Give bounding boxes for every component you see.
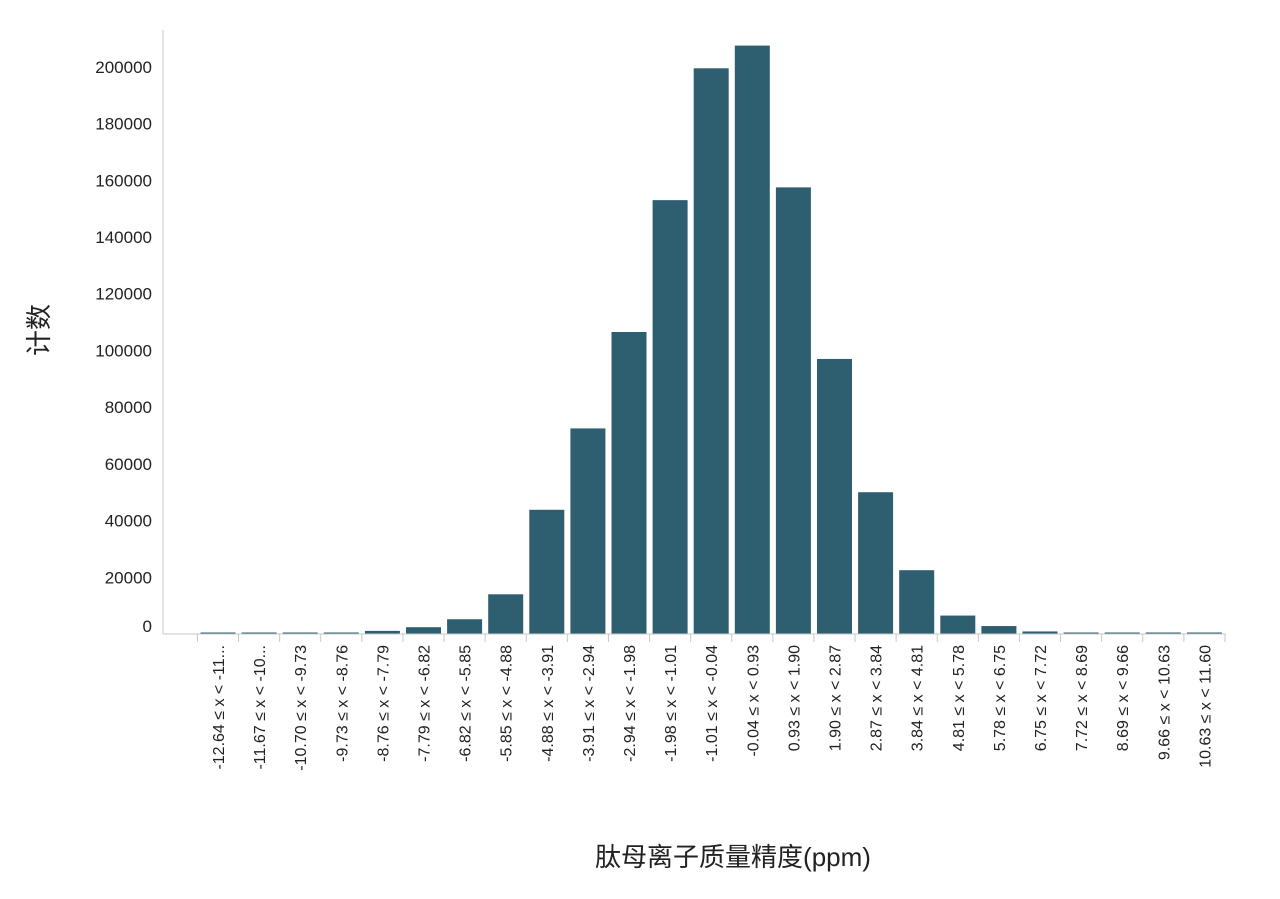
x-tick-label: -7.79 ≤ x < -6.82 — [417, 645, 434, 762]
x-tick-label: -5.85 ≤ x < -4.88 — [499, 645, 516, 762]
y-tick-label: 100000 — [95, 341, 152, 360]
x-tick-label: -10.70 ≤ x < -9.73 — [293, 645, 310, 771]
bar-18 — [899, 570, 935, 634]
x-tick-label: 2.87 ≤ x < 3.84 — [869, 645, 886, 751]
y-tick-label: 80000 — [105, 398, 152, 417]
y-tick-label: 140000 — [95, 228, 152, 247]
bar-4 — [323, 632, 359, 634]
bar-12 — [652, 200, 688, 634]
x-tick-label: 1.90 ≤ x < 2.87 — [828, 645, 845, 751]
y-tick-label: 160000 — [95, 171, 152, 190]
bar-16 — [817, 358, 852, 634]
x-tick-label: -4.88 ≤ x < -3.91 — [540, 645, 557, 762]
bar-11 — [611, 332, 647, 634]
x-tick-label: -1.98 ≤ x < -1.01 — [663, 645, 680, 762]
bar-10 — [570, 428, 606, 634]
x-tick-label: 10.63 ≤ x < 11.60 — [1197, 645, 1214, 768]
x-tick-label: 7.72 ≤ x < 8.69 — [1074, 645, 1091, 751]
bar-15 — [775, 187, 811, 634]
x-tick-label: -2.94 ≤ x < -1.98 — [622, 645, 639, 762]
bar-5 — [364, 630, 400, 634]
x-tick-label: -12.64 ≤ x < -11... — [211, 645, 228, 770]
x-tick-label: -1.01 ≤ x < -0.04 — [704, 645, 721, 762]
bar-23 — [1104, 632, 1140, 634]
bar-17 — [858, 492, 894, 634]
y-tick-label: 0 — [143, 617, 152, 636]
y-tick-label: 200000 — [95, 58, 152, 77]
bar-7 — [447, 619, 483, 634]
x-tick-label: -3.91 ≤ x < -2.94 — [581, 645, 598, 762]
x-tick-label: -8.76 ≤ x < -7.79 — [375, 645, 392, 762]
y-tick-label: 180000 — [95, 115, 152, 134]
y-tick-label: 20000 — [105, 568, 152, 587]
x-tick-label: -0.04 ≤ x < 0.93 — [745, 645, 762, 757]
x-tick-label: 0.93 ≤ x < 1.90 — [786, 645, 803, 751]
x-tick-label: 3.84 ≤ x < 4.81 — [910, 645, 927, 751]
bar-14 — [734, 45, 770, 634]
x-axis-title: 肽母离子质量精度(ppm) — [595, 842, 871, 872]
bar-3 — [282, 632, 318, 634]
x-tick-label: -11.67 ≤ x < -10... — [252, 645, 269, 770]
x-tick-label: -9.73 ≤ x < -8.76 — [334, 645, 351, 762]
x-tick-label: 9.66 ≤ x < 10.63 — [1156, 645, 1173, 760]
bar-9 — [529, 509, 565, 634]
x-tick-label: 5.78 ≤ x < 6.75 — [992, 645, 1009, 751]
bar-19 — [940, 615, 976, 634]
bar-13 — [693, 68, 729, 635]
x-tick-label: 4.81 ≤ x < 5.78 — [951, 645, 968, 751]
bar-22 — [1063, 632, 1099, 634]
bars-layer — [200, 45, 1222, 635]
bar-20 — [981, 626, 1017, 634]
y-axis-title: 计数 — [24, 304, 54, 356]
x-tick-label: -6.82 ≤ x < -5.85 — [458, 645, 475, 762]
x-tick-label: 6.75 ≤ x < 7.72 — [1033, 645, 1050, 751]
y-tick-label: 60000 — [105, 455, 152, 474]
bar-8 — [488, 594, 524, 634]
bar-1 — [200, 632, 236, 634]
bar-25 — [1186, 632, 1222, 634]
bar-2 — [241, 632, 277, 634]
bar-21 — [1022, 631, 1058, 634]
axes-layer — [162, 30, 1226, 642]
y-tick-labels: 0 20000 40000 60000 80000 100000 120000 140000 1… — [95, 58, 152, 636]
y-tick-label: 120000 — [95, 285, 152, 304]
x-tick-label: 8.69 ≤ x < 9.66 — [1115, 645, 1132, 751]
x-tick-labels: -12.64 ≤ x < -11... -11.67 ≤ x < -10... -1… — [211, 645, 1214, 771]
bar-6 — [406, 627, 441, 634]
y-tick-label: 40000 — [105, 512, 152, 531]
bar-24 — [1145, 632, 1181, 634]
